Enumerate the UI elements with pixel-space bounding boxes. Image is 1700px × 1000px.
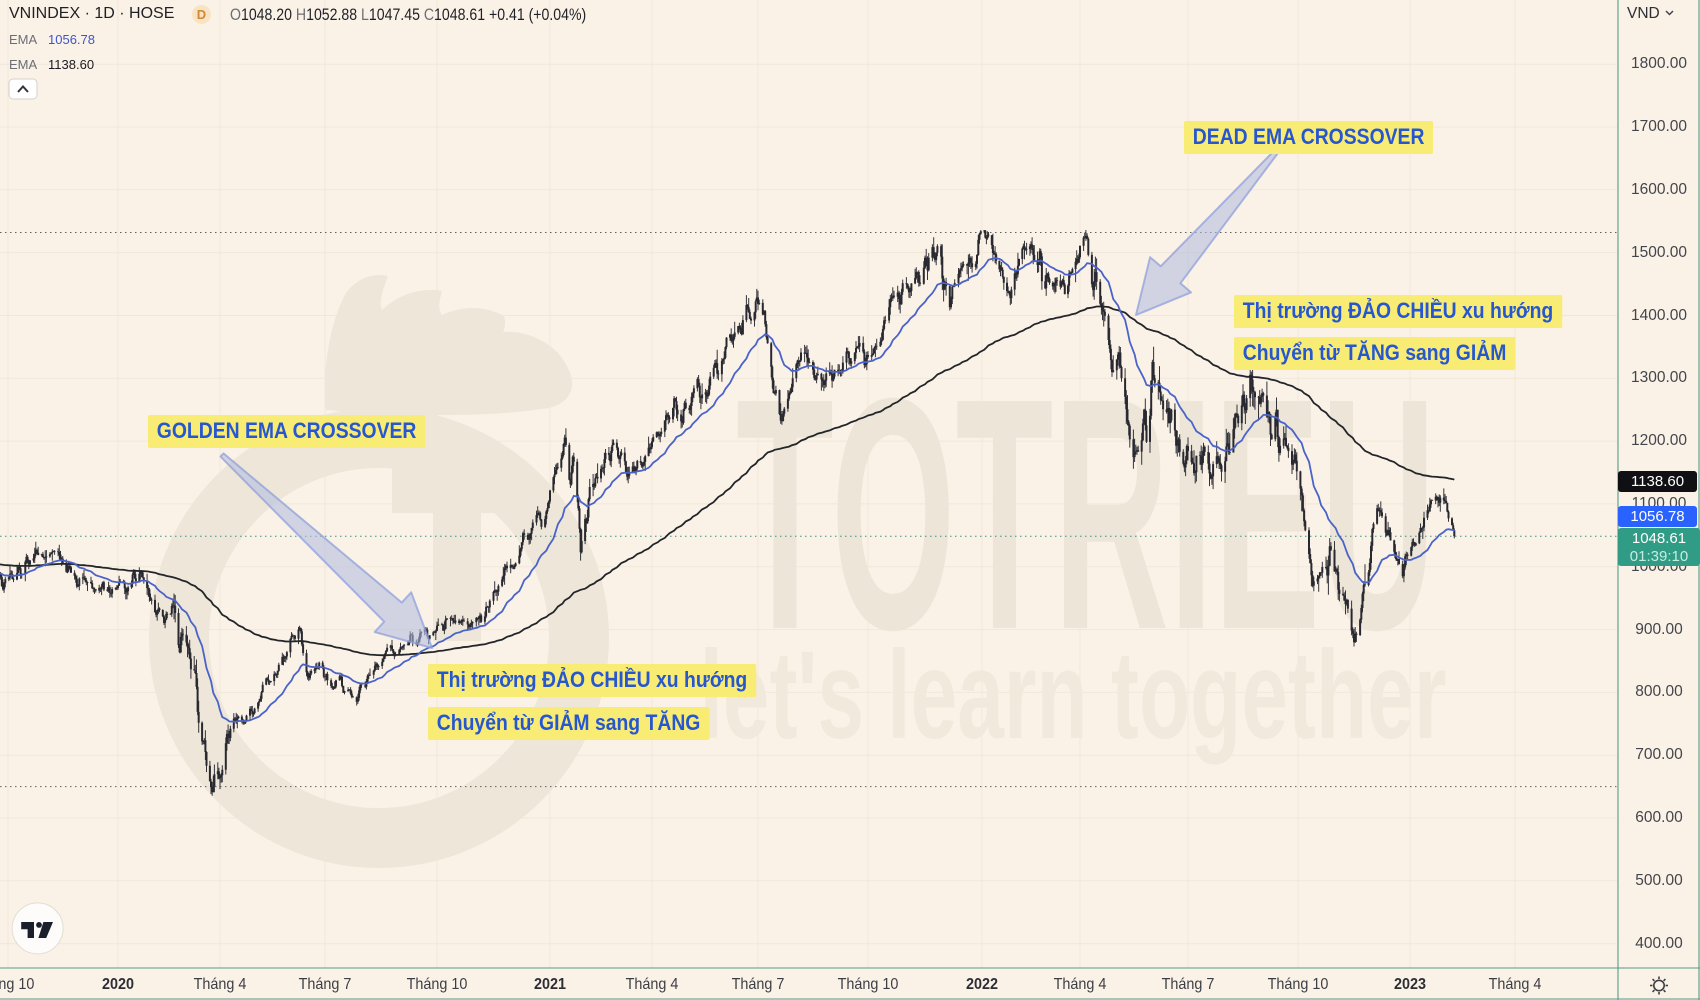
svg-text:TOTRIEU: TOTRIEU — [736, 329, 1436, 698]
svg-text:let's learn together: let's learn together — [700, 626, 1447, 765]
